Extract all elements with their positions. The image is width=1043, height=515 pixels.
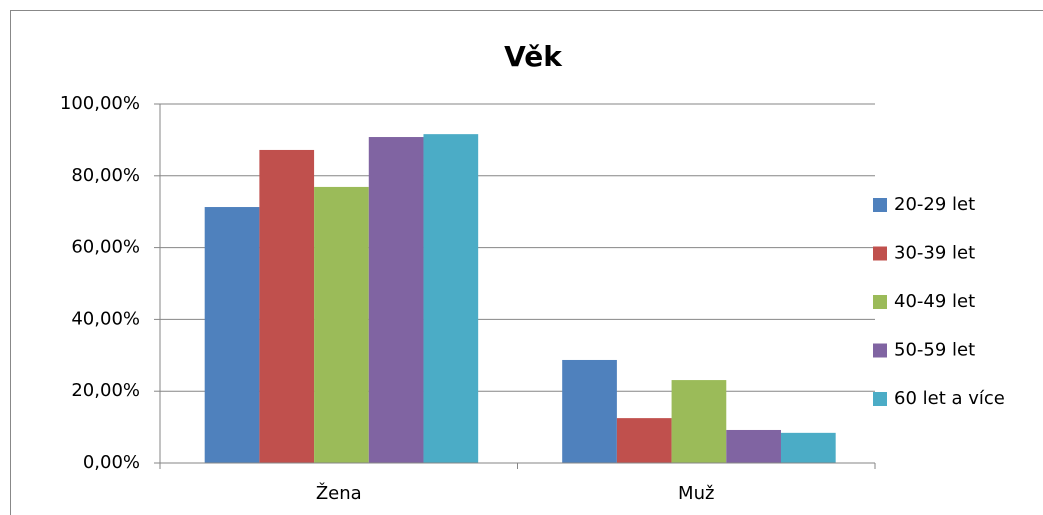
bar xyxy=(314,186,369,463)
bar xyxy=(562,359,617,463)
legend-swatch xyxy=(873,343,887,358)
legend-swatch xyxy=(873,295,887,309)
legend-label: 20-29 let xyxy=(894,194,975,215)
legend-label: 50-59 let xyxy=(894,340,975,361)
y-tick-label: 80,00% xyxy=(71,165,140,186)
bar xyxy=(616,418,672,463)
bar xyxy=(726,429,781,463)
chart-title: Věk xyxy=(504,40,563,73)
x-tick-label: Žena xyxy=(316,482,362,504)
y-tick-label: 20,00% xyxy=(71,380,140,401)
legend-swatch xyxy=(873,392,887,406)
legend-label: 60 let a více xyxy=(894,388,1005,409)
chart-frame xyxy=(10,10,1043,515)
bar xyxy=(368,137,424,463)
bar xyxy=(671,380,727,463)
legend-label: 40-49 let xyxy=(894,291,975,312)
y-tick-label: 0,00% xyxy=(83,452,140,473)
y-tick-label: 60,00% xyxy=(71,237,140,258)
legend-swatch xyxy=(873,246,887,261)
y-tick-label: 40,00% xyxy=(71,308,140,329)
bar xyxy=(780,432,836,463)
y-tick-label: 100,00% xyxy=(60,93,140,114)
legend-swatch xyxy=(873,198,887,212)
bar xyxy=(204,207,260,463)
bar xyxy=(259,149,315,463)
bar xyxy=(423,134,479,463)
legend-label: 30-39 let xyxy=(894,243,975,264)
x-tick-label: Muž xyxy=(678,483,714,504)
